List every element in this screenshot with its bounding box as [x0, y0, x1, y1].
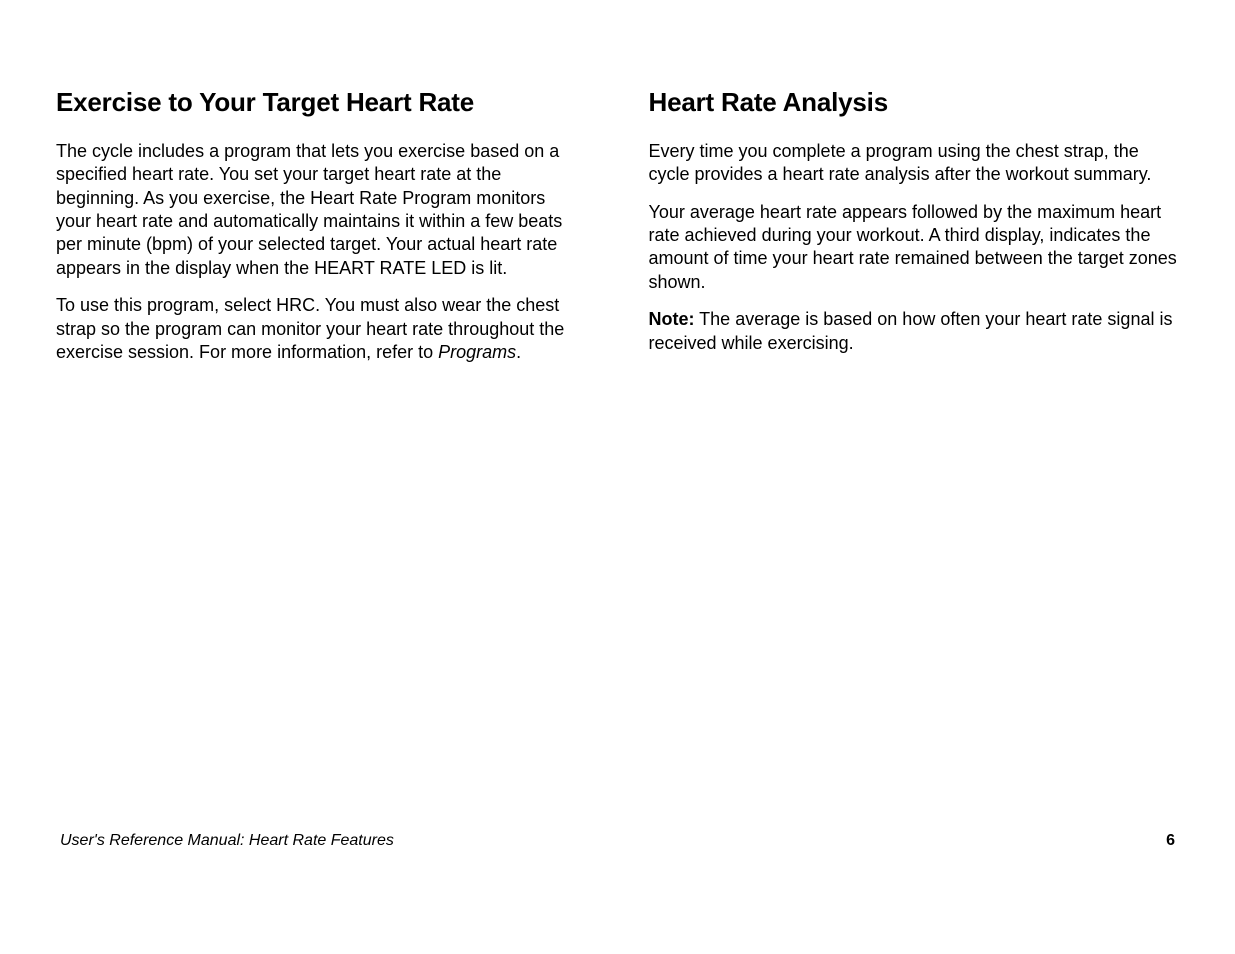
- right-section-heading: Heart Rate Analysis: [649, 88, 1178, 118]
- left-column: Exercise to Your Target Heart Rate The c…: [56, 88, 585, 378]
- left-p2-text-b: .: [516, 342, 521, 362]
- right-paragraph-1: Every time you complete a program using …: [649, 140, 1178, 187]
- right-paragraph-3: Note: The average is based on how often …: [649, 308, 1178, 355]
- note-text: The average is based on how often your h…: [649, 309, 1173, 352]
- right-column: Heart Rate Analysis Every time you compl…: [649, 88, 1178, 378]
- page-footer: User's Reference Manual: Heart Rate Feat…: [60, 832, 1175, 850]
- note-label: Note:: [649, 309, 695, 329]
- left-p2-programs-ref: Programs: [438, 342, 516, 362]
- left-paragraph-1: The cycle includes a program that lets y…: [56, 140, 585, 280]
- left-paragraph-2: To use this program, select HRC. You mus…: [56, 294, 585, 364]
- left-section-heading: Exercise to Your Target Heart Rate: [56, 88, 585, 118]
- footer-page-number: 6: [1166, 832, 1175, 850]
- right-paragraph-2: Your average heart rate appears followed…: [649, 201, 1178, 295]
- footer-manual-title: User's Reference Manual: Heart Rate Feat…: [60, 832, 394, 850]
- two-column-layout: Exercise to Your Target Heart Rate The c…: [56, 88, 1177, 378]
- document-page: Exercise to Your Target Heart Rate The c…: [0, 0, 1235, 954]
